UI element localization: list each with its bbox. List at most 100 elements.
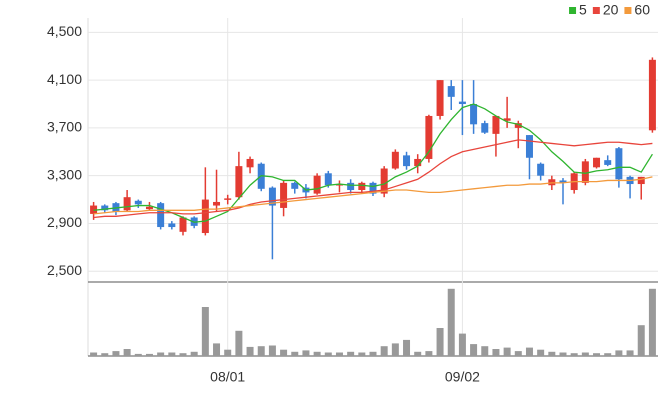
candle-body xyxy=(313,175,321,194)
volume-bar xyxy=(637,325,645,356)
y-tick-label: 2,500 xyxy=(47,262,82,278)
volume-bar xyxy=(101,353,109,356)
volume-bar xyxy=(157,352,165,356)
volume-bar xyxy=(168,352,176,356)
y-tick-label: 3,300 xyxy=(47,166,82,182)
volume-bar xyxy=(626,350,634,356)
volume-bar xyxy=(235,330,243,356)
legend-label: 20 xyxy=(603,2,619,18)
candle-body xyxy=(324,173,332,186)
volume-bar xyxy=(537,349,545,356)
volume-bar xyxy=(604,353,612,356)
candle-body xyxy=(503,118,511,121)
volume-bar xyxy=(257,346,265,356)
ma-line xyxy=(93,103,653,223)
volume-bar xyxy=(559,352,567,356)
candle-body xyxy=(179,217,187,232)
volume-bar xyxy=(403,339,411,356)
volume-bar xyxy=(492,349,500,356)
legend-swatch xyxy=(592,7,600,14)
legend-swatch xyxy=(624,7,632,14)
candle-body xyxy=(514,123,522,128)
volume-bar xyxy=(358,352,366,356)
volume-bar xyxy=(425,351,433,356)
volume-bar xyxy=(369,351,377,356)
candle-body xyxy=(604,160,612,165)
candle-body xyxy=(470,104,478,125)
volume-bar xyxy=(302,350,310,356)
candle-body xyxy=(235,166,243,198)
y-tick-label: 4,500 xyxy=(47,23,82,39)
candle-body xyxy=(145,206,153,210)
volume-bar xyxy=(514,351,522,356)
y-tick-label: 3,700 xyxy=(47,119,82,135)
candle-body xyxy=(458,101,466,105)
candle-body xyxy=(280,182,288,208)
volume-bar xyxy=(145,353,153,356)
ma-line xyxy=(93,176,653,215)
volume-bar xyxy=(615,350,623,356)
candle-body xyxy=(213,201,221,206)
volume-bar xyxy=(414,351,422,356)
candle-body xyxy=(637,176,645,185)
candle-body xyxy=(581,161,589,183)
candle-body xyxy=(537,163,545,176)
candle-body xyxy=(648,59,656,131)
volume-bar xyxy=(391,343,399,356)
volume-bar xyxy=(246,346,254,356)
volume-bar xyxy=(447,288,455,356)
volume-bar xyxy=(201,307,209,356)
candle-body xyxy=(380,168,388,194)
ma-line xyxy=(93,139,653,219)
volume-bar xyxy=(503,347,511,356)
candle-body xyxy=(436,80,444,116)
volume-bar xyxy=(313,351,321,356)
candle-body xyxy=(157,203,165,228)
volume-bar xyxy=(380,346,388,356)
candle-body xyxy=(492,115,500,134)
y-tick-label: 4,100 xyxy=(47,71,82,87)
candle-body xyxy=(481,123,489,133)
volume-bar xyxy=(90,352,98,356)
volume-bar xyxy=(436,328,444,356)
volume-bar xyxy=(224,349,232,356)
volume-bar xyxy=(123,349,131,356)
candle-body xyxy=(246,158,254,168)
x-tick-label: 09/02 xyxy=(445,369,480,385)
volume-bar xyxy=(134,353,142,356)
volume-bar xyxy=(112,351,120,356)
candle-body xyxy=(134,200,142,205)
volume-bar xyxy=(324,352,332,356)
volume-bar xyxy=(570,353,578,356)
candle-body xyxy=(358,182,366,191)
x-tick-label: 08/01 xyxy=(210,369,245,385)
volume-bar xyxy=(347,351,355,356)
candle-body xyxy=(447,86,455,97)
volume-bar xyxy=(548,351,556,356)
volume-bar xyxy=(335,352,343,356)
volume-bar xyxy=(268,345,276,356)
volume-bar xyxy=(470,344,478,356)
volume-bar xyxy=(481,346,489,356)
candle-body xyxy=(593,157,601,168)
candle-body xyxy=(224,198,232,200)
candle-body xyxy=(425,115,433,159)
candle-body xyxy=(403,155,411,167)
candle-body xyxy=(268,187,276,206)
volume-bar xyxy=(525,347,533,356)
legend-label: 5 xyxy=(579,2,587,18)
legend-swatch xyxy=(569,7,577,14)
legend-label: 60 xyxy=(634,2,650,18)
candle-body xyxy=(123,197,131,211)
candle-body xyxy=(615,148,623,180)
candle-body xyxy=(525,135,533,158)
candle-body xyxy=(414,158,422,167)
volume-bar xyxy=(458,333,466,356)
volume-bar xyxy=(581,352,589,356)
volume-bar xyxy=(291,351,299,356)
candle-body xyxy=(101,205,109,211)
y-tick-label: 2,900 xyxy=(47,214,82,230)
candle-body xyxy=(559,180,567,183)
volume-bar xyxy=(280,349,288,356)
